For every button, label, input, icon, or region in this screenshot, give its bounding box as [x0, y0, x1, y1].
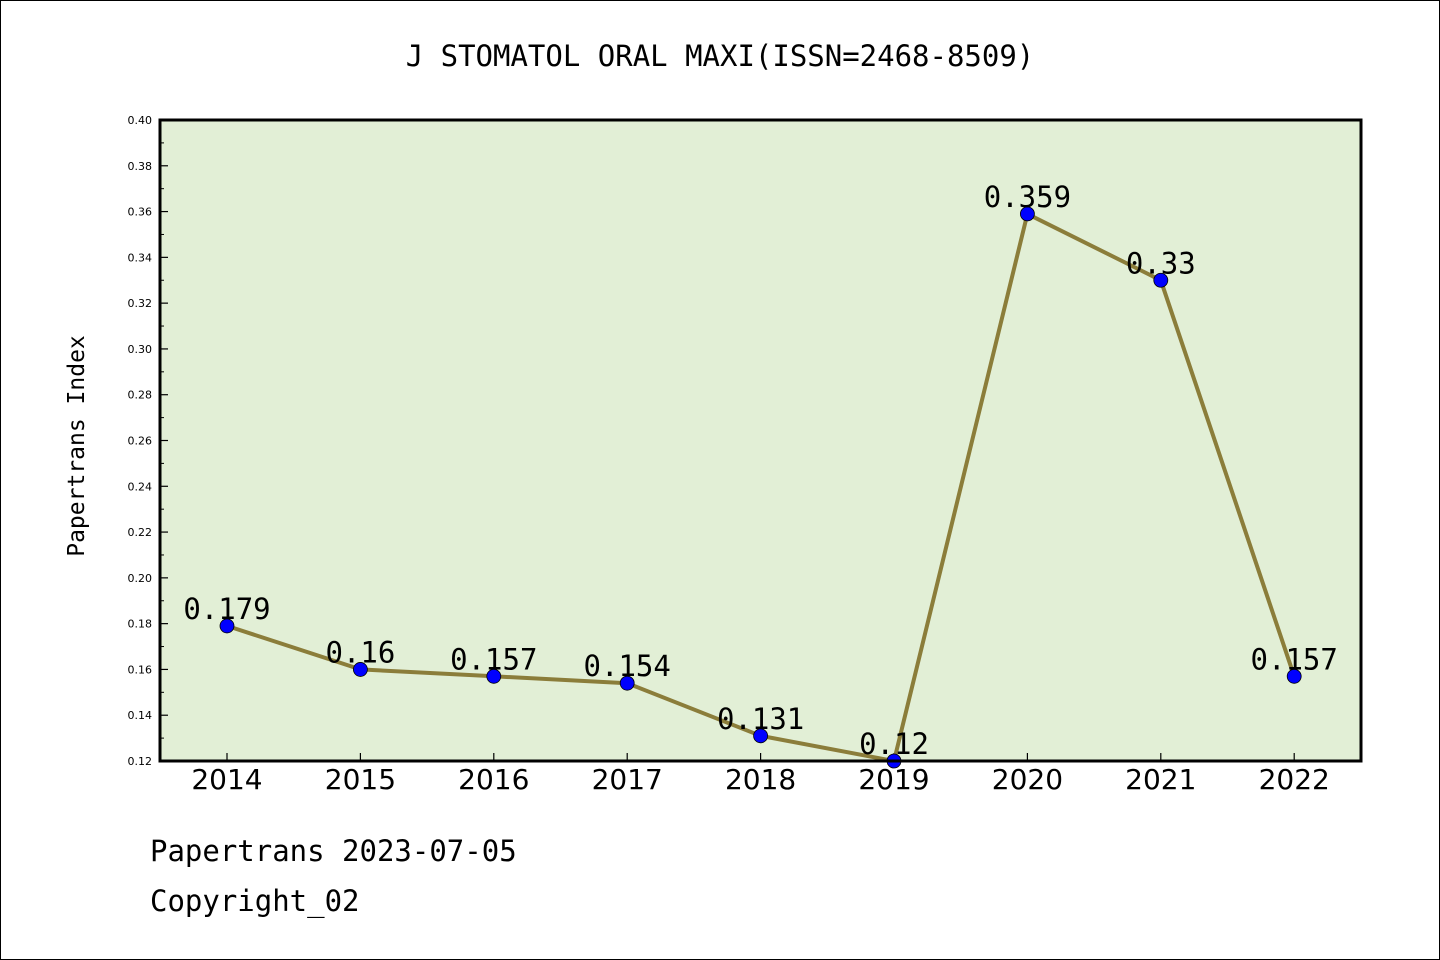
x-tick-label: 2014: [191, 763, 262, 796]
data-label: 0.16: [325, 635, 395, 669]
footer-copyright: Copyright_02: [150, 884, 360, 918]
data-point: [486, 668, 502, 684]
x-tick-label: 2017: [592, 763, 663, 796]
data-label: 0.359: [984, 180, 1071, 214]
x-tick-label: 2016: [458, 763, 529, 796]
data-label: 0.12: [859, 727, 929, 761]
y-tick-label: 0.24: [128, 480, 153, 493]
x-tick-label: 2015: [325, 763, 396, 796]
y-tick-label: 0.28: [128, 389, 153, 402]
data-point: [619, 675, 635, 691]
data-point: [1286, 668, 1302, 684]
x-tick-label: 2021: [1125, 763, 1196, 796]
plot-area: [160, 120, 1361, 761]
data-label: 0.157: [1251, 642, 1338, 676]
y-tick-label: 0.12: [128, 755, 153, 768]
y-tick-label: 0.36: [128, 206, 153, 219]
plot-border: [158, 118, 1363, 763]
chart-title: J STOMATOL ORAL MAXI(ISSN=2468-8509): [406, 39, 1035, 73]
data-point: [753, 728, 768, 744]
series-markers: [219, 206, 1302, 769]
y-tick-label: 0.14: [128, 709, 153, 722]
y-tick-label: 0.34: [128, 251, 153, 264]
x-tick-label: 2019: [858, 763, 929, 796]
data-point: [1020, 206, 1035, 222]
data-label: 0.131: [717, 702, 804, 736]
data-point: [352, 662, 368, 677]
y-tick-label: 0.18: [128, 618, 153, 631]
data-label: 0.154: [584, 649, 671, 683]
y-tick-label: 0.26: [128, 435, 153, 448]
data-label: 0.157: [450, 642, 537, 676]
x-tick-label: 2018: [725, 763, 796, 796]
data-label: 0.179: [183, 592, 270, 626]
data-point: [1153, 272, 1169, 288]
y-tick-label: 0.30: [128, 343, 153, 356]
footer-source: Papertrans 2023-07-05: [150, 834, 517, 868]
data-labels: 0.179 0.16 0.157 0.154 0.131 0.12 0.359 0.33 0.1…: [183, 180, 1338, 761]
y-axis-label: Papertrans Index: [64, 335, 90, 557]
y-tick-label: 0.40: [128, 114, 153, 127]
data-label: 0.33: [1126, 246, 1196, 280]
y-tick-label: 0.38: [128, 160, 153, 173]
y-axis: 0.12 0.14 0.16 0.18 0.20 0.22 0.24 0.26 0.28 0.30…: [128, 114, 168, 768]
x-tick-label: 2020: [992, 763, 1063, 796]
x-tick-label: 2022: [1259, 763, 1330, 796]
x-axis: 2014 2015 2016 2017 2018 2019 2020 2021 2022: [191, 753, 1330, 796]
y-tick-label: 0.22: [128, 526, 153, 539]
y-tick-label: 0.16: [128, 663, 153, 676]
data-point: [219, 618, 235, 634]
y-tick-label: 0.32: [128, 297, 153, 310]
y-tick-label: 0.20: [128, 572, 153, 585]
